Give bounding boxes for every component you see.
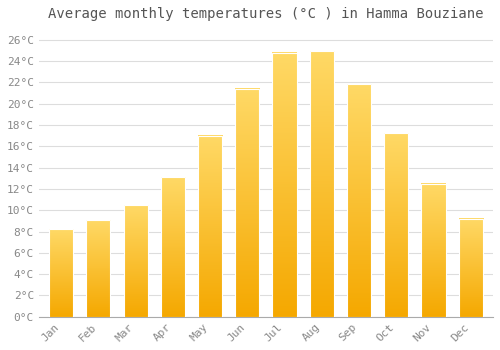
Bar xyxy=(272,52,296,317)
Bar xyxy=(310,51,334,317)
Bar xyxy=(86,220,110,317)
Bar xyxy=(235,89,260,317)
Bar xyxy=(198,136,222,317)
Bar xyxy=(458,219,483,317)
Bar xyxy=(124,205,148,317)
Bar xyxy=(347,84,371,317)
Bar xyxy=(49,229,73,317)
Bar xyxy=(422,184,446,317)
Bar xyxy=(160,177,185,317)
Bar xyxy=(384,133,408,317)
Title: Average monthly temperatures (°C ) in Hamma Bouziane: Average monthly temperatures (°C ) in Ha… xyxy=(48,7,484,21)
